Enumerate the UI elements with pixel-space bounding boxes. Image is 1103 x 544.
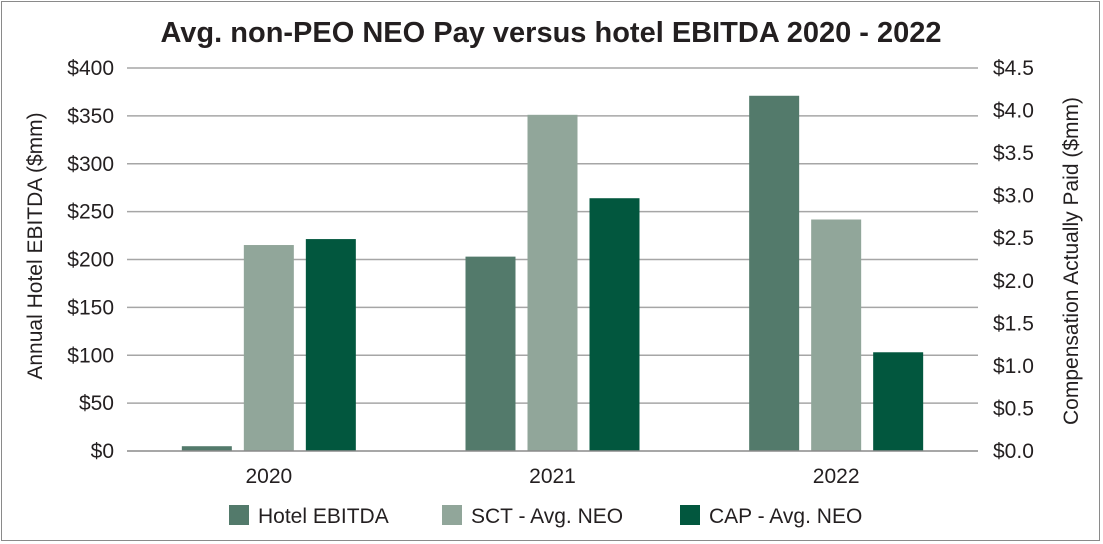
legend-swatch [442, 505, 462, 525]
y2-tick-label: $3.0 [993, 185, 1034, 208]
bar-sct-avg-neo-2021 [527, 114, 578, 452]
y-tick-label: $300 [67, 153, 114, 176]
y-axis-label: Annual Hotel EBITDA ($mm) [24, 112, 47, 379]
x-tick-label: 2020 [245, 465, 292, 488]
bar-cap-avg-neo-2021 [589, 198, 640, 451]
y-tick-label: $100 [67, 344, 114, 367]
y2-tick-label: $3.5 [993, 142, 1034, 165]
y2-tick-label: $1.0 [993, 355, 1034, 378]
y2-tick-label: $0.0 [993, 440, 1034, 463]
y-tick-label: $150 [67, 296, 114, 319]
y2-axis-label: Compensation Actually Paid ($mm) [1060, 97, 1083, 425]
legend-swatch [680, 505, 700, 525]
legend-label: Hotel EBITDA [258, 505, 389, 528]
y-tick-label: $200 [67, 249, 114, 272]
legend-swatch [229, 505, 249, 525]
x-tick-label: 2022 [813, 465, 860, 488]
y-tick-label: $400 [67, 57, 114, 80]
bar-hotel-ebitda-2020 [181, 446, 232, 451]
y2-tick-label: $2.0 [993, 270, 1034, 293]
y2-tick-label: $4.5 [993, 57, 1034, 80]
legend: Hotel EBITDA SCT - Avg. NEO CAP - Avg. NEO [229, 505, 862, 528]
y2-tick-label: $2.5 [993, 227, 1034, 250]
bar-sct-avg-neo-2020 [243, 245, 294, 451]
y-tick-label: $350 [67, 105, 114, 128]
x-axis-ticks: 2020 2021 2022 [245, 465, 859, 488]
bar-sct-avg-neo-2022 [811, 219, 862, 451]
y-axis-ticks: $0 $50 $100 $150 $200 $250 $300 $350 $400 [67, 57, 114, 463]
y-tick-label: $0 [91, 440, 114, 463]
y2-tick-label: $1.5 [993, 312, 1034, 335]
y2-tick-label: $0.5 [993, 397, 1034, 420]
y2-tick-label: $4.0 [993, 100, 1034, 123]
legend-label: SCT - Avg. NEO [471, 505, 623, 528]
bars [181, 95, 924, 452]
y-tick-label: $50 [79, 392, 114, 415]
y-tick-label: $250 [67, 201, 114, 224]
bar-hotel-ebitda-2021 [465, 256, 516, 451]
y2-axis-ticks: $0.0 $0.5 $1.0 $1.5 $2.0 $2.5 $3.0 $3.5 $4.0 $4.5 [993, 57, 1034, 463]
chart-title: Avg. non-PEO NEO Pay versus hotel EBITDA… [160, 17, 941, 49]
bar-cap-avg-neo-2022 [873, 352, 924, 451]
legend-label: CAP - Avg. NEO [709, 505, 862, 528]
x-tick-label: 2021 [529, 465, 576, 488]
bar-cap-avg-neo-2020 [305, 239, 356, 451]
bar-hotel-ebitda-2022 [749, 95, 800, 451]
